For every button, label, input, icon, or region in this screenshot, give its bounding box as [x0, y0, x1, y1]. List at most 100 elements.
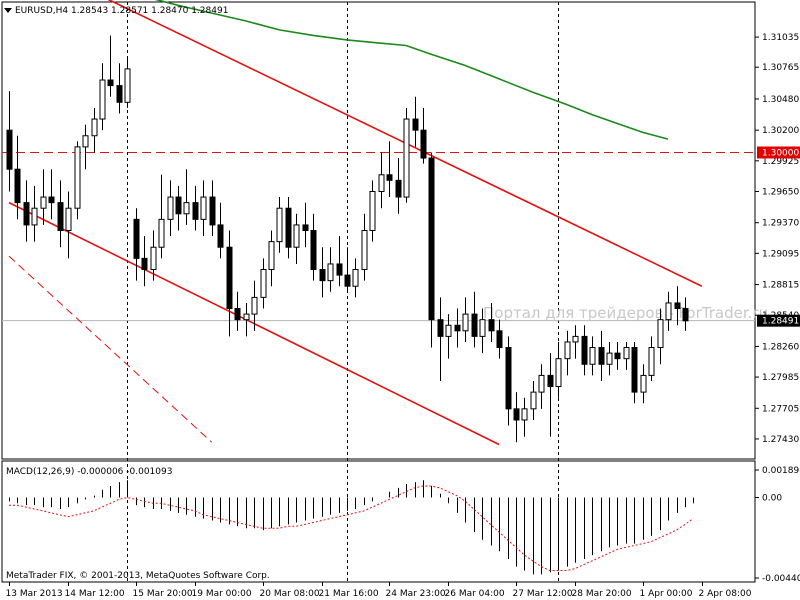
candle — [141, 236, 148, 287]
candle — [386, 141, 393, 198]
time-tick-label: 21 Mar 16:00 — [319, 589, 379, 599]
candle — [234, 291, 241, 331]
candle — [23, 180, 30, 242]
bull-candle-body — [589, 347, 596, 365]
bull-candle-body — [91, 118, 98, 137]
candle — [243, 302, 250, 337]
time-tick-label: 1 Apr 00:00 — [640, 589, 693, 599]
chart-title: EURUSD,H4 1.28543 1.28571 1.28470 1.2849… — [15, 6, 228, 16]
candle — [251, 280, 258, 331]
bear-candle-body — [631, 347, 638, 393]
candle — [183, 169, 190, 225]
watermark-layer: Портал для трейдеров - ForTrader.ru — [483, 304, 768, 322]
bull-candle-body — [462, 313, 469, 332]
bull-candle-body — [293, 224, 300, 248]
macd-signal-line — [9, 485, 694, 571]
candle — [488, 302, 495, 342]
candle — [217, 202, 224, 259]
candle — [352, 258, 359, 298]
candle — [581, 325, 588, 376]
price-tick-label: 1.29370 — [762, 219, 799, 229]
time-tick-label: 24 Mar 23:00 — [386, 589, 446, 599]
bull-candle-body — [251, 296, 258, 315]
candle — [496, 319, 503, 359]
bull-candle-body — [74, 146, 81, 209]
bull-candle-body — [640, 374, 647, 393]
current-price-label: 1.28491 — [757, 314, 800, 327]
level-label-text: 1.30000 — [762, 148, 799, 158]
upper-channel-line — [107, 0, 703, 287]
bull-candle-body — [243, 313, 250, 321]
bear-candle-body — [344, 274, 351, 287]
bull-candle-body — [158, 218, 165, 248]
bear-candle-body — [209, 196, 216, 226]
bull-candle-body — [445, 324, 452, 337]
candle — [310, 213, 317, 281]
candle — [445, 314, 452, 359]
bull-candle-body — [167, 196, 174, 220]
price-tick-label: 1.30765 — [762, 63, 799, 73]
bear-candle-body — [302, 224, 309, 232]
bear-candle-body — [48, 196, 55, 204]
time-tick-label: 28 Mar 20:00 — [572, 589, 632, 599]
bear-candle-body — [513, 408, 520, 421]
time-tick-label: 2 Apr 08:00 — [699, 589, 752, 599]
bull-candle-body — [31, 207, 38, 226]
candle — [479, 308, 486, 354]
bear-candle-body — [14, 168, 21, 204]
candle — [150, 230, 157, 281]
candle — [361, 213, 368, 281]
price-tick-label: 1.28260 — [762, 342, 799, 352]
bear-candle-body — [336, 263, 343, 276]
candle — [268, 230, 275, 287]
price-axis: 1.31035 1.30765 1.30480 1.30200 1.29925 1.296… — [755, 33, 800, 584]
bull-candle-body — [99, 79, 106, 120]
price-tick-label: 1.30480 — [762, 95, 799, 105]
copyright-text: MetaTrader FIX, © 2001-2013, MetaQuotes … — [6, 571, 270, 581]
candle — [31, 185, 38, 242]
candle — [276, 197, 283, 253]
candle — [437, 297, 444, 381]
bear-candle-body — [496, 330, 503, 349]
bull-candle-body — [521, 408, 528, 421]
bull-candle-body — [378, 174, 385, 192]
dropdown-triangle-icon — [4, 8, 12, 13]
bear-candle-body — [192, 202, 199, 220]
candle — [665, 291, 672, 331]
bear-candle-body — [471, 313, 478, 337]
candle — [344, 247, 351, 292]
watermark: Портал для трейдеров - ForTrader.ru — [483, 304, 768, 322]
bear-candle-body — [116, 85, 123, 103]
bull-candle-body — [82, 135, 89, 148]
bull-candle-body — [479, 319, 486, 337]
price-tick-label: 1.27705 — [762, 404, 799, 414]
bull-candle-body — [623, 347, 630, 360]
bull-candle-body — [538, 374, 545, 393]
price-tick-label: 1.27430 — [762, 435, 799, 445]
bull-candle-body — [657, 319, 664, 349]
bull-candle-body — [65, 207, 72, 232]
bear-candle-body — [57, 202, 64, 231]
bull-candle-body — [150, 246, 157, 271]
candle — [336, 236, 343, 287]
candle — [91, 107, 98, 153]
candle — [428, 152, 435, 348]
macd-title: MACD(12,26,9) -0.000006 -0.001093 — [6, 467, 172, 477]
bull-candle-body — [200, 196, 207, 220]
candle — [462, 297, 469, 342]
candle — [682, 297, 689, 331]
candle — [572, 325, 579, 359]
bear-candle-body — [412, 118, 419, 131]
bear-candle-body — [133, 218, 140, 259]
macd-tick-label: 0.00 — [762, 493, 782, 503]
candle — [369, 180, 376, 242]
candle — [505, 336, 512, 426]
bear-candle-body — [285, 207, 292, 248]
candle — [99, 63, 106, 131]
candle — [521, 397, 528, 437]
candle — [589, 336, 596, 376]
time-tick-label: 26 Mar 04:00 — [445, 589, 505, 599]
